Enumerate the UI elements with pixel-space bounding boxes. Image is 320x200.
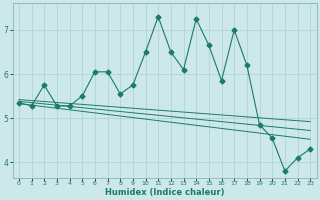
X-axis label: Humidex (Indice chaleur): Humidex (Indice chaleur)	[105, 188, 224, 197]
